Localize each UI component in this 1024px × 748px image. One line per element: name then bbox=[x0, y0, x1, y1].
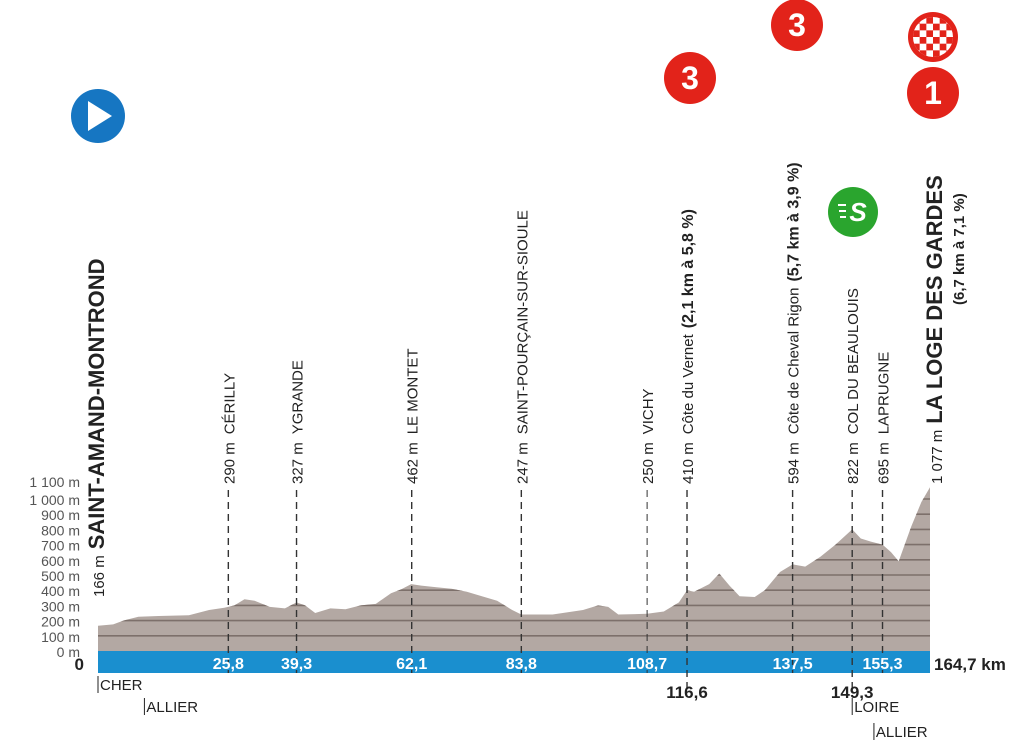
start-name: SAINT-AMAND-MONTROND bbox=[84, 258, 109, 549]
waypoint-altitude: 250 m bbox=[640, 442, 657, 484]
department-label: ALLIER bbox=[876, 724, 928, 741]
waypoint-label: 462 m LE MONTET bbox=[405, 348, 422, 484]
y-tick-label: 1 000 m bbox=[29, 492, 80, 508]
climb-details: (5,7 km à 3,9 %) bbox=[786, 162, 803, 281]
waypoint-label: 327 m YGRANDE bbox=[290, 360, 307, 484]
km-bar bbox=[98, 651, 930, 673]
waypoint-km-label: 25,8 bbox=[213, 656, 244, 673]
checkered-flag-icon bbox=[913, 17, 953, 57]
waypoint-altitude: 290 m bbox=[221, 442, 238, 484]
sprint-badge: S bbox=[828, 187, 878, 237]
finish-climb-details: (6,7 km à 7,1 %) bbox=[951, 193, 968, 305]
y-tick-label: 100 m bbox=[41, 629, 80, 645]
play-icon bbox=[88, 101, 112, 131]
waypoint-altitude: 327 m bbox=[290, 442, 307, 484]
climb-details: (2,1 km à 5,8 %) bbox=[680, 209, 697, 328]
start-badge bbox=[71, 89, 125, 143]
y-tick-label: 700 m bbox=[41, 538, 80, 554]
waypoint-km-label: 149,3 bbox=[831, 683, 874, 702]
waypoint-name: SAINT-POURÇAIN-SUR-SIOULE bbox=[514, 210, 531, 434]
category-number: 3 bbox=[788, 7, 806, 43]
y-tick-label: 900 m bbox=[41, 507, 80, 523]
waypoint-name: YGRANDE bbox=[290, 360, 307, 434]
start-altitude: 166 m bbox=[91, 555, 108, 597]
waypoint-km-label: 39,3 bbox=[281, 656, 312, 673]
department-label: CHER bbox=[100, 677, 143, 694]
department-label: LOIRE bbox=[854, 699, 899, 716]
department-label: ALLIER bbox=[146, 699, 198, 716]
finish-altitude: 1 077 m bbox=[929, 430, 946, 484]
waypoint-altitude: 410 m bbox=[680, 442, 697, 484]
y-tick-label: 800 m bbox=[41, 522, 80, 538]
waypoint-label: 594 m Côte de Cheval Rigon (5,7 km à 3,9 %… bbox=[786, 162, 803, 484]
start-km-label: 0 bbox=[75, 655, 84, 674]
start-label: 166 m SAINT-AMAND-MONTROND bbox=[84, 258, 109, 597]
climb-category-badge: 3 bbox=[771, 0, 823, 51]
waypoint-label: 822 m COL DU BEAULOUIS bbox=[845, 288, 862, 484]
finish-km-label: 164,7 km bbox=[934, 655, 1006, 674]
waypoint-name: LE MONTET bbox=[405, 348, 422, 434]
elevation-profile-area bbox=[98, 487, 930, 651]
waypoint-name: VICHY bbox=[640, 388, 657, 434]
finish-name: LA LOGE DES GARDES bbox=[922, 175, 947, 424]
waypoint-km-label: 62,1 bbox=[396, 656, 427, 673]
waypoint-altitude: 822 m bbox=[845, 442, 862, 484]
waypoint-altitude: 695 m bbox=[876, 442, 893, 484]
waypoint-name: LAPRUGNE bbox=[876, 352, 893, 435]
waypoint-altitude: 247 m bbox=[514, 442, 531, 484]
y-tick-label: 300 m bbox=[41, 598, 80, 614]
waypoint-label: 290 m CÉRILLY bbox=[221, 373, 238, 484]
category-number: 3 bbox=[681, 60, 699, 96]
waypoint-label: 250 m VICHY bbox=[640, 388, 657, 484]
waypoint-altitude: 594 m bbox=[786, 442, 803, 484]
y-tick-label: 0 m bbox=[57, 644, 80, 660]
y-tick-label: 400 m bbox=[41, 583, 80, 599]
category-number: 1 bbox=[924, 75, 942, 111]
finish-label: 1 077 m LA LOGE DES GARDES bbox=[922, 175, 947, 484]
finish-badge bbox=[908, 12, 958, 62]
waypoint-km-label: 108,7 bbox=[627, 656, 667, 673]
waypoint-name: Côte du Vernet bbox=[680, 333, 697, 434]
waypoint-km-label: 83,8 bbox=[506, 656, 537, 673]
y-tick-label: 600 m bbox=[41, 553, 80, 569]
waypoint-km-label: 116,6 bbox=[666, 683, 708, 702]
y-tick-label: 200 m bbox=[41, 614, 80, 630]
y-tick-label: 1 100 m bbox=[29, 474, 80, 490]
waypoint-altitude: 462 m bbox=[405, 442, 422, 484]
waypoint-label: 695 m LAPRUGNE bbox=[876, 352, 893, 484]
sprint-letter: S bbox=[849, 197, 867, 227]
climb-category-badge: 1 bbox=[907, 67, 959, 119]
sprint-icon: S bbox=[838, 197, 867, 227]
waypoint-name: Côte de Cheval Rigon bbox=[786, 288, 803, 435]
waypoint-km-label: 155,3 bbox=[862, 656, 902, 673]
waypoint-km-label: 137,5 bbox=[773, 656, 813, 673]
waypoint-label: 410 m Côte du Vernet (2,1 km à 5,8 %) bbox=[680, 209, 697, 484]
waypoint-name: COL DU BEAULOUIS bbox=[845, 288, 862, 434]
waypoint-name: CÉRILLY bbox=[221, 373, 238, 434]
waypoint-label: 247 m SAINT-POURÇAIN-SUR-SIOULE bbox=[514, 210, 531, 484]
y-tick-label: 500 m bbox=[41, 568, 80, 584]
climb-category-badge: 3 bbox=[664, 52, 716, 104]
